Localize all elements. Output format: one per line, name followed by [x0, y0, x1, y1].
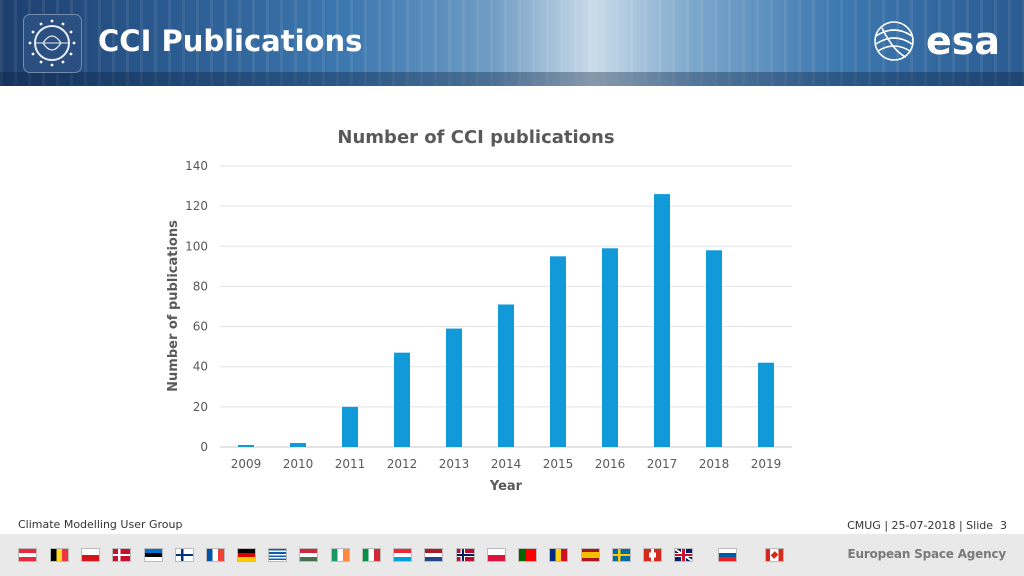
flag-germany-icon	[237, 548, 256, 562]
x-tick-labels: 2009 2010 2011 2012 2013 2014 2015 2016 2017 2018…	[231, 457, 782, 471]
header-banner	[0, 0, 1024, 86]
x-tick-label: 2018	[699, 457, 730, 471]
y-axis-label: Number of publications	[166, 220, 181, 392]
y-tick-label: 140	[185, 159, 208, 173]
x-tick-label: 2012	[387, 457, 418, 471]
y-tick-label: 0	[200, 440, 208, 454]
flag-italy-icon	[362, 548, 381, 562]
x-tick-label: 2015	[543, 457, 574, 471]
y-tick-label: 100	[185, 239, 208, 253]
flag-luxembourg-icon	[393, 548, 412, 562]
x-tick-label: 2014	[491, 457, 522, 471]
x-tick-label: 2016	[595, 457, 626, 471]
flag-netherlands-icon	[424, 548, 443, 562]
globe-icon	[28, 19, 76, 67]
y-tick-label: 60	[193, 320, 208, 334]
y-tick-label: 80	[193, 279, 208, 293]
x-tick-label: 2017	[647, 457, 678, 471]
flag-portugal-icon	[518, 548, 537, 562]
bar-2009	[238, 444, 254, 447]
flag-sweden-icon	[612, 548, 631, 562]
x-tick-label: 2019	[751, 457, 782, 471]
footer-group-name: Climate Modelling User Group	[18, 518, 183, 531]
flag-france-icon	[206, 548, 225, 562]
y-tick-label: 40	[193, 360, 208, 374]
member-states-bar	[0, 534, 1024, 576]
x-tick-label: 2013	[439, 457, 470, 471]
bar-2018	[706, 250, 722, 447]
x-tick-label: 2010	[283, 457, 314, 471]
flag-finland-icon	[175, 548, 194, 562]
y-tick-label: 120	[185, 199, 208, 213]
footer-slide-info: CMUG | 25-07-2018 | Slide 3	[847, 519, 1007, 532]
bars	[238, 194, 774, 447]
flag-canada-icon	[765, 548, 784, 562]
bar-2011	[342, 406, 358, 447]
flag-united-kingdom-icon	[674, 548, 693, 562]
esa-swirl-icon	[874, 21, 914, 61]
bar-2016	[602, 248, 618, 447]
flag-slovenia-icon	[718, 548, 737, 562]
esa-wordmark: esa	[926, 19, 1000, 63]
flag-denmark-icon	[112, 548, 131, 562]
banner-band	[0, 72, 1024, 86]
bar-2010	[290, 442, 306, 447]
flag-czech-republic-icon	[81, 548, 100, 562]
esa-logo: esa	[874, 19, 1000, 63]
flag-romania-icon	[549, 548, 568, 562]
chart-title: Number of CCI publications	[337, 127, 614, 148]
banner-texture	[0, 0, 1024, 86]
flag-ireland-icon	[331, 548, 350, 562]
bar-2017	[654, 194, 670, 447]
bar-2013	[446, 328, 462, 447]
publications-chart: Number of CCI publications Number of pub…	[166, 127, 792, 494]
maple-leaf-icon	[770, 551, 779, 559]
cci-logo	[23, 14, 82, 73]
page-title: CCI Publications	[98, 24, 363, 58]
flag-greece-icon	[268, 548, 287, 562]
flag-switzerland-icon	[643, 548, 662, 562]
flag-estonia-icon	[144, 548, 163, 562]
flag-poland-icon	[487, 548, 506, 562]
x-axis-label: Year	[489, 479, 523, 494]
bar-2014	[498, 304, 514, 447]
flag-norway-icon	[456, 548, 475, 562]
bar-2015	[550, 256, 566, 447]
x-tick-label: 2009	[231, 457, 262, 471]
agency-name: European Space Agency	[847, 547, 1006, 561]
y-tick-labels: 0 20 40 60 80 100 120 140	[185, 159, 208, 454]
x-tick-label: 2011	[335, 457, 366, 471]
y-tick-label: 20	[193, 400, 208, 414]
bar-2019	[758, 362, 774, 447]
flag-spain-icon	[581, 548, 600, 562]
bar-2012	[394, 352, 410, 447]
flag-austria-icon	[18, 548, 37, 562]
flag-hungary-icon	[299, 548, 318, 562]
flag-belgium-icon	[50, 548, 69, 562]
